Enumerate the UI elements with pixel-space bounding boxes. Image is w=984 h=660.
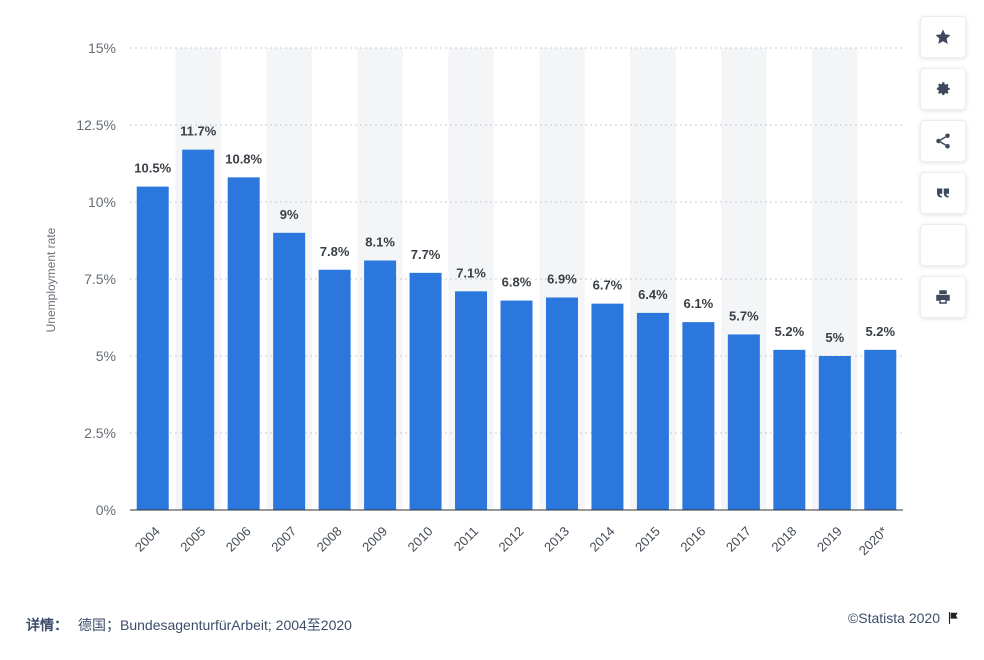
y-tick-label: 5% bbox=[96, 348, 116, 364]
bar[interactable] bbox=[318, 269, 351, 510]
data-label: 10.5% bbox=[134, 161, 171, 176]
x-tick-label: 2013 bbox=[541, 524, 572, 555]
data-labels: 10.5% 11.7% 10.8% 9% 7.8% 8.1% 7.7% 7.1% 6.8% 6.9… bbox=[134, 124, 895, 345]
data-label: 9% bbox=[280, 207, 299, 222]
x-tick-label: 2005 bbox=[177, 524, 208, 555]
x-tick-label: 2020* bbox=[856, 524, 891, 559]
x-tick-label: 2015 bbox=[632, 524, 663, 555]
bar[interactable] bbox=[273, 232, 306, 511]
y-axis-title: Unemployment rate bbox=[44, 227, 58, 332]
data-label: 7.7% bbox=[411, 247, 441, 262]
x-tick-label: 2009 bbox=[359, 524, 390, 555]
x-tick-label: 2016 bbox=[677, 524, 708, 555]
data-label: 6.4% bbox=[638, 287, 668, 302]
copyright[interactable]: ©Statista 2020 bbox=[848, 610, 960, 626]
data-label: 8.1% bbox=[365, 235, 395, 250]
x-axis-ticks: 2004 2005 2006 2007 2008 2009 2010 2011 2012 2013… bbox=[132, 524, 891, 559]
bar[interactable] bbox=[636, 312, 669, 510]
details-value: 德国；BundesagenturfürArbeit; 2004至2020 bbox=[78, 617, 352, 633]
share-icon bbox=[936, 133, 950, 149]
bar[interactable] bbox=[136, 186, 169, 510]
y-tick-label: 2.5% bbox=[84, 425, 116, 441]
x-tick-label: 2008 bbox=[314, 524, 345, 555]
data-label: 11.7% bbox=[180, 124, 217, 139]
data-label: 5.2% bbox=[865, 324, 895, 339]
data-label: 7.1% bbox=[456, 265, 486, 280]
y-tick-label: 15% bbox=[88, 40, 116, 56]
data-label: 5.7% bbox=[729, 308, 759, 323]
bar[interactable] bbox=[455, 291, 488, 510]
data-label: 6.1% bbox=[684, 296, 714, 311]
x-tick-label: 2010 bbox=[405, 524, 436, 555]
bar[interactable] bbox=[364, 260, 397, 510]
x-tick-label: 2018 bbox=[768, 524, 799, 555]
data-label: 6.8% bbox=[502, 275, 532, 290]
y-tick-label: 7.5% bbox=[84, 271, 116, 287]
x-tick-label: 2012 bbox=[496, 524, 527, 555]
bar[interactable] bbox=[227, 177, 260, 511]
data-label: 5% bbox=[825, 330, 844, 345]
x-tick-label: 2006 bbox=[223, 524, 254, 555]
bar[interactable] bbox=[727, 334, 760, 510]
bar[interactable] bbox=[591, 303, 624, 510]
copyright-text: ©Statista 2020 bbox=[847, 610, 940, 626]
data-label: 6.9% bbox=[547, 271, 577, 286]
print-icon bbox=[936, 290, 950, 304]
bar[interactable] bbox=[864, 349, 897, 510]
share-button[interactable] bbox=[920, 120, 966, 162]
bar[interactable] bbox=[500, 300, 533, 510]
data-label: 6.7% bbox=[593, 278, 623, 293]
bar[interactable] bbox=[682, 322, 715, 510]
star-icon bbox=[935, 29, 951, 44]
x-tick-label: 2007 bbox=[268, 524, 299, 555]
source-details: 详情： 德国；BundesagenturfürArbeit; 2004至2020 bbox=[26, 615, 352, 635]
data-label: 10.8% bbox=[225, 151, 262, 166]
x-tick-label: 2017 bbox=[723, 524, 754, 555]
y-tick-label: 10% bbox=[88, 194, 116, 210]
x-tick-label: 2019 bbox=[814, 524, 845, 555]
settings-button[interactable] bbox=[920, 68, 966, 110]
y-axis-ticks: 0% 2.5% 5% 7.5% 10% 12.5% 15% bbox=[76, 40, 116, 518]
bar[interactable] bbox=[545, 297, 578, 510]
bar[interactable] bbox=[773, 349, 806, 510]
x-tick-label: 2004 bbox=[132, 524, 163, 555]
print-button[interactable] bbox=[920, 276, 966, 318]
data-label: 5.2% bbox=[775, 324, 805, 339]
y-tick-label: 12.5% bbox=[76, 117, 116, 133]
bar[interactable] bbox=[409, 272, 442, 510]
bar[interactable] bbox=[182, 149, 215, 510]
favorite-button[interactable] bbox=[920, 16, 966, 58]
blank-toolbar-button[interactable] bbox=[920, 224, 966, 266]
y-tick-label: 0% bbox=[96, 502, 116, 518]
gear-icon bbox=[936, 82, 950, 96]
bars bbox=[136, 149, 897, 511]
data-label: 7.8% bbox=[320, 244, 350, 259]
x-tick-label: 2011 bbox=[451, 524, 481, 554]
flag-icon bbox=[948, 612, 958, 624]
chart-toolbar bbox=[920, 16, 966, 328]
details-key: 详情： bbox=[26, 617, 68, 633]
x-tick-label: 2014 bbox=[587, 524, 618, 555]
bar[interactable] bbox=[818, 356, 851, 510]
quote-icon bbox=[937, 188, 949, 198]
cite-button[interactable] bbox=[920, 172, 966, 214]
